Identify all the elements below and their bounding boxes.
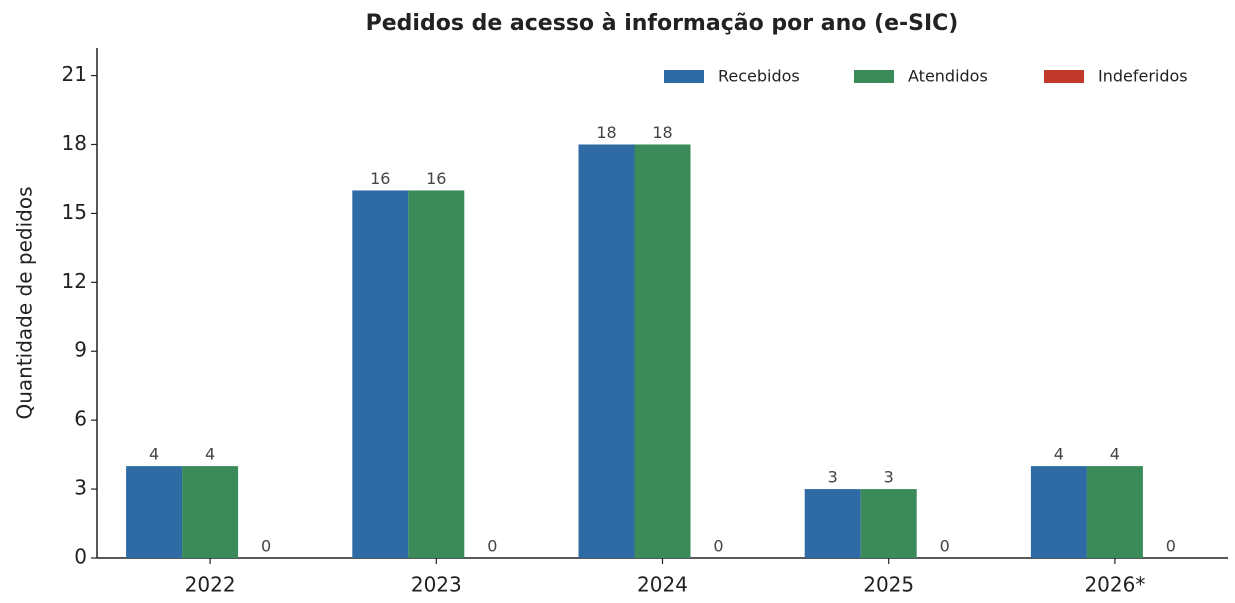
bar [804,489,861,558]
y-tick-label: 6 [74,407,87,431]
value-label: 0 [261,537,271,556]
bar [1030,466,1087,558]
bar [634,144,691,558]
y-tick-label: 21 [62,62,87,86]
y-tick-label: 12 [62,269,87,293]
value-label: 0 [487,537,497,556]
x-tick-label: 2023 [411,573,462,597]
value-label: 3 [828,468,838,487]
y-tick-label: 15 [62,200,87,224]
value-label: 18 [596,123,616,142]
y-tick-label: 18 [62,131,87,155]
value-label: 4 [1110,445,1120,464]
value-label: 16 [370,169,390,188]
value-label: 16 [426,169,446,188]
legend-label: Recebidos [718,67,800,86]
bar [1086,466,1143,558]
bar [578,144,635,558]
value-label: 3 [884,468,894,487]
chart-title: Pedidos de acesso à informação por ano (… [366,11,959,36]
bar [182,466,239,558]
bar [126,466,183,558]
y-tick-label: 3 [74,476,87,500]
value-label: 4 [149,445,159,464]
legend-label: Indeferidos [1098,67,1188,86]
y-tick-label: 9 [74,338,87,362]
value-label: 4 [205,445,215,464]
x-tick-label: 2026* [1084,573,1145,597]
x-tick-label: 2022 [185,573,236,597]
bar [352,190,409,558]
bar [860,489,917,558]
value-label: 0 [713,537,723,556]
x-tick-label: 2024 [637,573,688,597]
legend-swatch [1044,70,1084,83]
y-axis-label: Quantidade de pedidos [13,186,37,419]
value-label: 18 [652,123,672,142]
bar [408,190,465,558]
legend-label: Atendidos [908,67,988,86]
value-label: 4 [1054,445,1064,464]
value-label: 0 [1166,537,1176,556]
value-label: 0 [940,537,950,556]
legend-swatch [664,70,704,83]
x-tick-label: 2025 [863,573,914,597]
y-tick-label: 0 [74,545,87,569]
legend-swatch [854,70,894,83]
